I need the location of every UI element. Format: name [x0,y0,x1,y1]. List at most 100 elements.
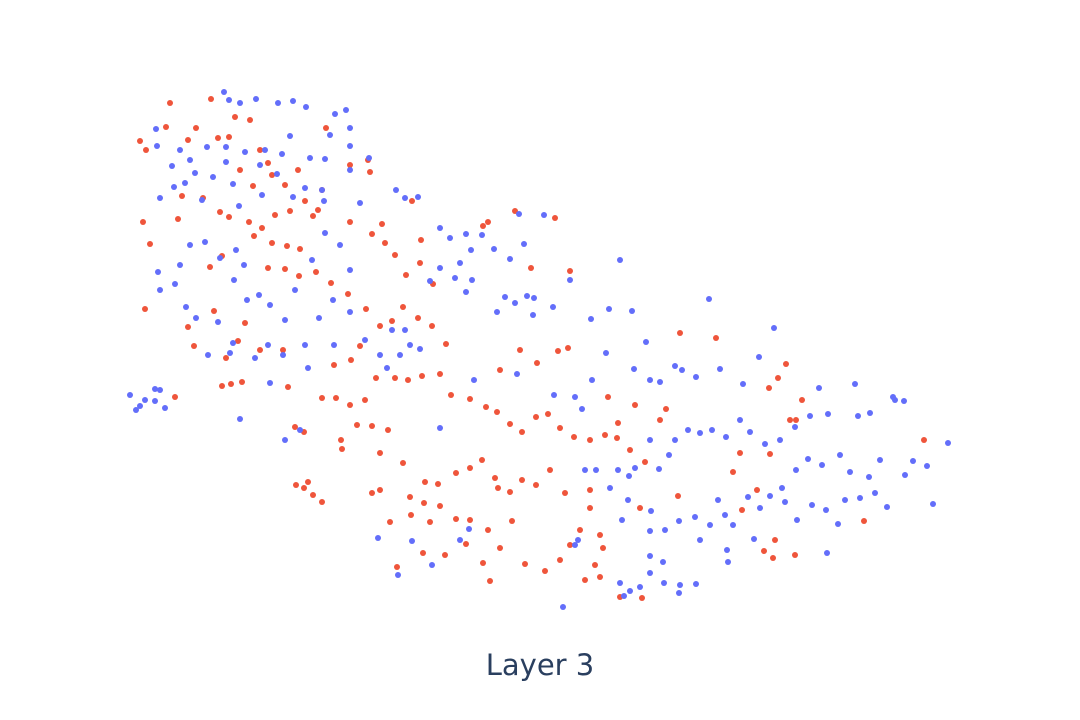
point [397,352,403,358]
point [154,143,160,149]
point [902,472,908,478]
point [265,160,271,166]
point [257,147,263,153]
point [632,402,638,408]
point [519,429,525,435]
point [319,499,325,505]
point [560,604,566,610]
point [297,246,303,252]
point [333,395,339,401]
point [133,407,139,413]
point [675,493,681,499]
point [347,167,353,173]
point [809,502,815,508]
point [253,96,259,102]
point [587,487,593,493]
point [155,269,161,275]
point [395,572,401,578]
point [614,435,620,441]
point [182,180,188,186]
point [709,427,715,433]
point [282,266,288,272]
point [587,437,593,443]
point [337,242,343,248]
point [816,385,822,391]
point [137,403,143,409]
point [377,323,383,329]
point [453,470,459,476]
point [737,417,743,423]
point [693,581,699,587]
point [301,485,307,491]
chart-title: Layer 3 [486,648,595,682]
point [389,318,395,324]
point [172,394,178,400]
point [205,352,211,358]
point [275,100,281,106]
point [587,505,593,511]
point [647,377,653,383]
point [287,208,293,214]
point [471,377,477,383]
point [142,306,148,312]
point [452,275,458,281]
point [793,467,799,473]
point [403,272,409,278]
point [384,365,390,371]
point [679,367,685,373]
point [328,280,334,286]
point [290,98,296,104]
point [287,133,293,139]
point [837,452,843,458]
point [467,396,473,402]
point [771,325,777,331]
point [615,467,621,473]
point [642,459,648,465]
point [766,385,772,391]
point [557,425,563,431]
point [279,151,285,157]
point [739,507,745,513]
point [483,404,489,410]
point [517,347,523,353]
point [480,560,486,566]
point [697,430,703,436]
point [292,424,298,430]
point [250,183,256,189]
point [685,427,691,433]
point [631,366,637,372]
point [661,580,667,586]
point [672,437,678,443]
point [514,371,520,377]
point [592,562,598,568]
point [855,413,861,419]
point [547,467,553,473]
point [377,487,383,493]
point [127,392,133,398]
point [567,277,573,283]
point [607,485,613,491]
point [315,207,321,213]
point [467,465,473,471]
point [347,219,353,225]
point [223,355,229,361]
point [792,424,798,430]
point [825,411,831,417]
point [143,147,149,153]
point [647,570,653,576]
point [745,494,751,500]
point [770,555,776,561]
point [485,219,491,225]
point [296,273,302,279]
point [177,147,183,153]
point [823,507,829,513]
point [327,132,333,138]
point [285,384,291,390]
point [302,185,308,191]
point [782,499,788,505]
point [369,423,375,429]
point [761,548,767,554]
point [660,559,666,565]
point [187,242,193,248]
point [437,225,443,231]
